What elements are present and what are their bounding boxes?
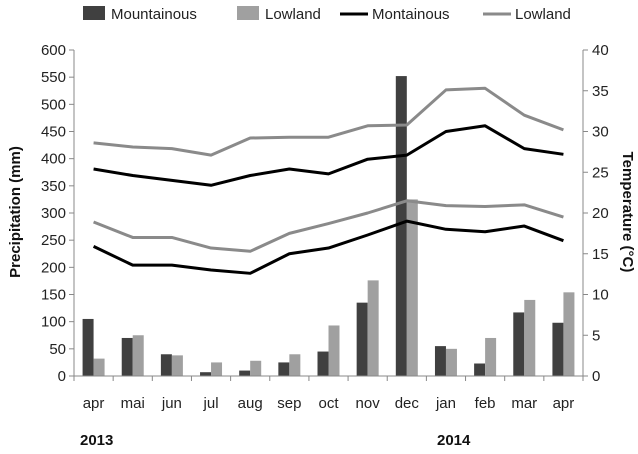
- x-tick-label: sep: [277, 395, 301, 412]
- y-left-tick-label: 150: [41, 287, 66, 304]
- y-axis-left-title: Precipitation (mm): [7, 146, 24, 278]
- bar-lowland-dec: [406, 199, 418, 376]
- bar-mountainous-jun: [160, 354, 172, 376]
- legend-label: Mountainous: [111, 6, 197, 23]
- bar-mountainous-oct: [317, 351, 329, 376]
- x-tick-label: nov: [356, 395, 381, 412]
- bar-mountainous-apr: [82, 318, 94, 376]
- bar-mountainous-aug: [239, 370, 251, 376]
- year-label-2014: 2014: [437, 432, 471, 449]
- bar-lowland-apr: [563, 292, 575, 376]
- y-right-tick-label: 25: [592, 164, 609, 181]
- bar-mountainous-feb: [474, 363, 486, 376]
- bar-lowland-mai: [132, 335, 144, 376]
- x-tick-label: apr: [553, 395, 575, 412]
- y-right-tick-label: 5: [592, 327, 600, 344]
- bar-mountainous-apr: [552, 322, 564, 376]
- x-tick-label: jun: [161, 395, 182, 412]
- y-left-tick-label: 450: [41, 124, 66, 141]
- bar-lowland-jan: [445, 348, 457, 376]
- y-right-tick-label: 35: [592, 83, 609, 100]
- bar-series: [82, 76, 575, 376]
- y-axis-right-title: Temperature (°C): [619, 152, 636, 273]
- x-tick-label: dec: [395, 395, 420, 412]
- bar-lowland-apr: [93, 358, 105, 376]
- y-left-tick-label: 200: [41, 259, 66, 276]
- x-tick-label: apr: [83, 395, 105, 412]
- bar-mountainous-mai: [121, 337, 133, 376]
- bar-lowland-jun: [171, 355, 183, 376]
- y-right-tick-label: 20: [592, 205, 609, 222]
- x-tick-label: feb: [475, 395, 496, 412]
- line-series: [92, 86, 564, 275]
- legend-swatch: [237, 6, 259, 20]
- x-tick-label: mar: [511, 395, 537, 412]
- year-label-2013: 2013: [80, 432, 113, 449]
- line-montainous-min: [92, 219, 564, 275]
- legend-swatch: [83, 6, 105, 20]
- line-lowland-min: [93, 199, 564, 253]
- x-tick-label: jul: [203, 395, 219, 412]
- line-lowland-max: [93, 86, 564, 157]
- bar-lowland-aug: [250, 360, 262, 376]
- x-tick-label: aug: [238, 395, 263, 412]
- bar-lowland-jul: [211, 362, 223, 376]
- y-left-tick-label: 50: [49, 341, 66, 358]
- x-tick-label: mai: [121, 395, 145, 412]
- y-right-tick-label: 10: [592, 287, 609, 304]
- bar-mountainous-nov: [356, 302, 368, 376]
- y-left-tick-label: 500: [41, 96, 66, 113]
- legend-label: Montainous: [372, 6, 450, 23]
- bar-mountainous-dec: [395, 76, 407, 376]
- axes: 0 50 100 150 200 250 300 350 400 450 500 550 600 0 5 10…: [41, 42, 609, 412]
- y-left-tick-label: 400: [41, 151, 66, 168]
- y-right-tick-label: 30: [592, 124, 609, 141]
- bar-mountainous-jul: [200, 372, 212, 376]
- y-right-tick-label: 15: [592, 246, 609, 263]
- y-left-tick-label: 100: [41, 314, 66, 331]
- bar-mountainous-mar: [513, 312, 525, 376]
- bar-lowland-sep: [289, 354, 301, 376]
- line-montainous-max: [93, 124, 564, 187]
- y-left-tick-label: 550: [41, 69, 66, 86]
- y-right-tick-label: 40: [592, 42, 609, 59]
- legend-label: Lowland: [515, 6, 571, 23]
- y-left-tick-label: 350: [41, 178, 66, 195]
- legend-label: Lowland: [265, 6, 321, 23]
- y-left-tick-label: 250: [41, 232, 66, 249]
- x-tick-label: jan: [435, 395, 456, 412]
- x-tick-label: oct: [318, 395, 339, 412]
- y-left-tick-label: 0: [58, 368, 66, 385]
- y-right-tick-label: 0: [592, 368, 600, 385]
- bar-mountainous-sep: [278, 362, 290, 376]
- y-left-tick-label: 300: [41, 205, 66, 222]
- bar-lowland-mar: [524, 299, 536, 376]
- y-left-tick-label: 600: [41, 42, 66, 59]
- bar-mountainous-jan: [434, 346, 446, 376]
- legend: Mountainous Lowland Montainous Lowland: [83, 6, 571, 23]
- bar-lowland-oct: [328, 325, 340, 376]
- bar-lowland-nov: [367, 280, 379, 376]
- bar-lowland-feb: [485, 337, 497, 376]
